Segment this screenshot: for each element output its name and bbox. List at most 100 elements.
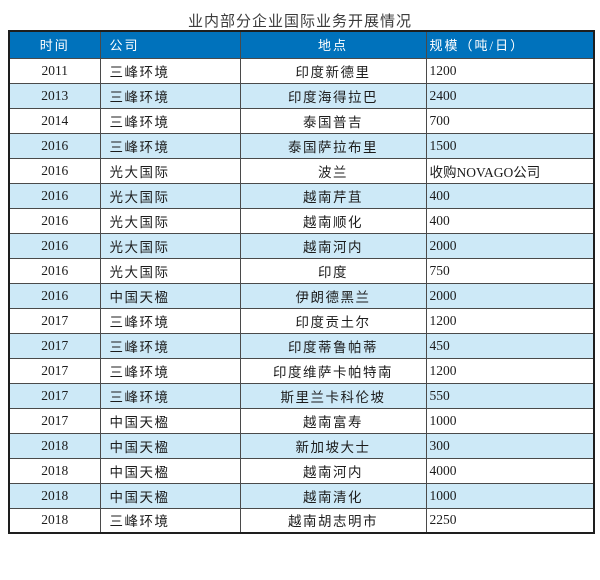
table-row: 2016 光大国际 波兰 收购NOVAGO公司	[8, 157, 595, 184]
table-row: 2016 光大国际 越南顺化 400	[8, 207, 595, 234]
table-cell: 越南顺化	[239, 207, 427, 234]
table-row: 2016 光大国际 越南河内 2000	[8, 232, 595, 259]
table-cell: 中国天楹	[99, 482, 241, 509]
table-cell: 2017	[8, 307, 101, 334]
table-cell: 越南芹苴	[239, 182, 427, 209]
table-cell: 2011	[8, 57, 101, 84]
table-cell: 三峰环境	[99, 132, 241, 159]
table-cell: 越南清化	[239, 482, 427, 509]
table-row: 2016 光大国际 越南芹苴 400	[8, 182, 595, 209]
table-cell: 2016	[8, 282, 101, 309]
table-cell: 4000	[425, 457, 595, 484]
business-table: 时间 公司 地点 规模（吨/日） 2011 三峰环境 印度新德里 1200 2013 三峰环境印…	[8, 30, 595, 534]
table-cell: 中国天楹	[99, 282, 241, 309]
table-row: 2018 三峰环境 越南胡志明市 2250	[8, 507, 595, 534]
table-row: 2017 三峰环境 斯里兰卡科伦坡 550	[8, 382, 595, 409]
table-cell: 三峰环境	[99, 82, 241, 109]
table-header-row: 时间 公司 地点 规模（吨/日）	[8, 30, 595, 59]
table-cell: 2400	[425, 82, 595, 109]
header-cell-3: 规模（吨/日）	[425, 30, 595, 59]
table-row: 2018 中国天楹 越南河内 4000	[8, 457, 595, 484]
table-cell: 2018	[8, 457, 101, 484]
table-cell: 1200	[425, 357, 595, 384]
table-cell: 750	[425, 257, 595, 284]
table-row: 2018 中国天楹 越南清化 1000	[8, 482, 595, 509]
table-cell: 印度新德里	[239, 57, 427, 84]
table-cell: 2017	[8, 332, 101, 359]
table-cell: 2014	[8, 107, 101, 134]
table-cell: 越南河内	[239, 232, 427, 259]
table-cell: 1200	[425, 57, 595, 84]
table-cell: 光大国际	[99, 157, 241, 184]
header-cell-0: 时间	[8, 30, 101, 59]
table-cell: 印度维萨卡帕特南	[239, 357, 427, 384]
table-cell: 印度蒂鲁帕蒂	[239, 332, 427, 359]
table-head: 时间 公司 地点 规模（吨/日）	[8, 30, 595, 59]
table-cell: 印度海得拉巴	[239, 82, 427, 109]
table-cell: 伊朗德黑兰	[239, 282, 427, 309]
table-cell: 中国天楹	[99, 457, 241, 484]
table-cell: 2017	[8, 357, 101, 384]
table-cell: 2016	[8, 157, 101, 184]
table-cell: 2017	[8, 382, 101, 409]
table-row: 2014 三峰环境 泰国普吉 700	[8, 107, 595, 134]
table-cell: 2250	[425, 507, 595, 534]
table-row: 2017 三峰环境 印度贡土尔 1200	[8, 307, 595, 334]
table-row: 2011 三峰环境 印度新德里 1200	[8, 57, 595, 84]
table-cell: 三峰环境	[99, 107, 241, 134]
table-cell: 2000	[425, 282, 595, 309]
table-row: 2017 三峰环境 印度蒂鲁帕蒂 450	[8, 332, 595, 359]
table-cell: 2016	[8, 257, 101, 284]
table-cell: 1000	[425, 407, 595, 434]
header-cell-1: 公司	[99, 30, 241, 59]
table-cell: 波兰	[239, 157, 427, 184]
table-cell: 2016	[8, 232, 101, 259]
table-cell: 越南富寿	[239, 407, 427, 434]
table-cell: 2018	[8, 507, 101, 534]
table-cell: 300	[425, 432, 595, 459]
table-cell: 印度贡土尔	[239, 307, 427, 334]
table-cell: 450	[425, 332, 595, 359]
table-cell: 新加坡大士	[239, 432, 427, 459]
table-cell: 光大国际	[99, 182, 241, 209]
table-cell: 三峰环境	[99, 57, 241, 84]
table-cell: 2000	[425, 232, 595, 259]
table-cell: 光大国际	[99, 257, 241, 284]
table-cell: 越南胡志明市	[239, 507, 427, 534]
table-cell: 中国天楹	[99, 432, 241, 459]
table-cell: 泰国普吉	[239, 107, 427, 134]
table-cell: 1200	[425, 307, 595, 334]
table-cell: 三峰环境	[99, 507, 241, 534]
table-cell: 光大国际	[99, 232, 241, 259]
table-cell: 光大国际	[99, 207, 241, 234]
table-cell: 1500	[425, 132, 595, 159]
table-row: 2017 中国天楹 越南富寿 1000	[8, 407, 595, 434]
table-cell: 400	[425, 182, 595, 209]
table-cell: 2018	[8, 432, 101, 459]
table-cell: 斯里兰卡科伦坡	[239, 382, 427, 409]
table-cell: 400	[425, 207, 595, 234]
table-cell: 三峰环境	[99, 382, 241, 409]
table-row: 2016 三峰环境 泰国萨拉布里 1500	[8, 132, 595, 159]
table-row: 2018 中国天楹 新加坡大士 300	[8, 432, 595, 459]
table-cell: 泰国萨拉布里	[239, 132, 427, 159]
table-cell: 2016	[8, 207, 101, 234]
table-cell: 2017	[8, 407, 101, 434]
table-cell: 三峰环境	[99, 307, 241, 334]
table-cell: 1000	[425, 482, 595, 509]
table-cell: 收购NOVAGO公司	[425, 157, 595, 184]
table-cell: 印度	[239, 257, 427, 284]
table-row: 2017 三峰环境 印度维萨卡帕特南 1200	[8, 357, 595, 384]
table-body: 2011 三峰环境 印度新德里 1200 2013 三峰环境 印度海得拉巴 2400 2014 三…	[8, 57, 595, 534]
table-cell: 2013	[8, 82, 101, 109]
table-row: 2016 光大国际 印度 750	[8, 257, 595, 284]
table-cell: 三峰环境	[99, 332, 241, 359]
table-cell: 2016	[8, 132, 101, 159]
table-cell: 2018	[8, 482, 101, 509]
header-cell-2: 地点	[239, 30, 427, 59]
table-cell: 2016	[8, 182, 101, 209]
table-cell: 550	[425, 382, 595, 409]
table-row: 2016 中国天楹 伊朗德黑兰 2000	[8, 282, 595, 309]
page-title: 业内部分企业国际业务开展情况	[187, 13, 412, 30]
table-cell: 700	[425, 107, 595, 134]
